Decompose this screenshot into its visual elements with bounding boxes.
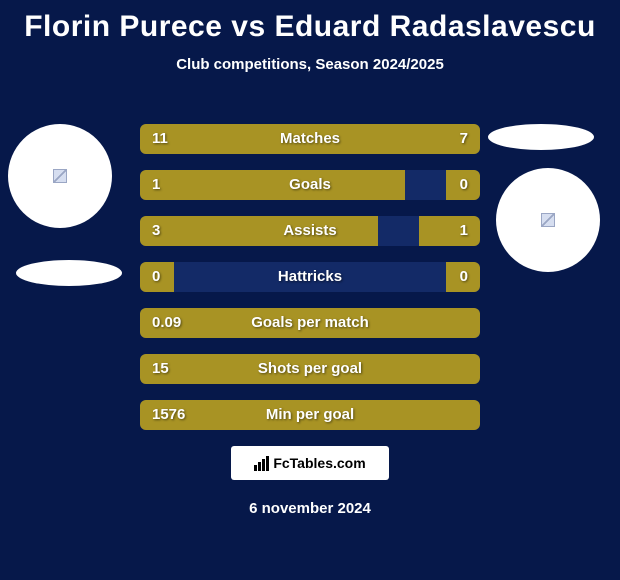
stat-label: Shots per goal bbox=[140, 354, 480, 384]
player-right-avatar bbox=[496, 168, 600, 272]
stat-row: 1Goals0 bbox=[140, 170, 480, 200]
stat-row: 3Assists1 bbox=[140, 216, 480, 246]
stat-row: 1576Min per goal bbox=[140, 400, 480, 430]
stat-value-right: 0 bbox=[460, 262, 468, 292]
bar-chart-icon bbox=[254, 456, 269, 471]
player-left-team-badge bbox=[16, 260, 122, 286]
stat-label: Hattricks bbox=[140, 262, 480, 292]
stat-row: 11Matches7 bbox=[140, 124, 480, 154]
image-placeholder-icon bbox=[53, 169, 67, 183]
stat-label: Goals bbox=[140, 170, 480, 200]
stat-label: Matches bbox=[140, 124, 480, 154]
stat-value-right: 1 bbox=[460, 216, 468, 246]
stat-value-right: 7 bbox=[460, 124, 468, 154]
fctables-logo: FcTables.com bbox=[231, 446, 389, 480]
stat-row: 0Hattricks0 bbox=[140, 262, 480, 292]
stat-value-right: 0 bbox=[460, 170, 468, 200]
footer-date: 6 november 2024 bbox=[0, 500, 620, 517]
stat-label: Goals per match bbox=[140, 308, 480, 338]
player-left-avatar bbox=[8, 124, 112, 228]
stat-row: 15Shots per goal bbox=[140, 354, 480, 384]
image-placeholder-icon bbox=[541, 213, 555, 227]
stat-row: 0.09Goals per match bbox=[140, 308, 480, 338]
page-title: Florin Purece vs Eduard Radaslavescu bbox=[0, 0, 620, 44]
stat-label: Min per goal bbox=[140, 400, 480, 430]
comparison-bars: 11Matches71Goals03Assists10Hattricks00.0… bbox=[140, 124, 480, 446]
player-right-team-badge bbox=[488, 124, 594, 150]
page-subtitle: Club competitions, Season 2024/2025 bbox=[0, 56, 620, 73]
logo-text: FcTables.com bbox=[273, 455, 365, 471]
stat-label: Assists bbox=[140, 216, 480, 246]
